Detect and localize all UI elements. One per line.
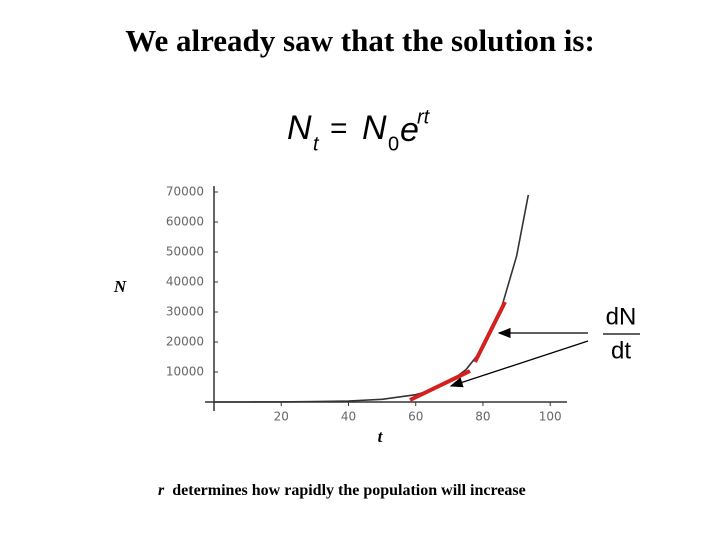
x-axis-label: t xyxy=(378,427,384,446)
eq-rhs: N xyxy=(362,109,387,147)
eq-exponent: rt xyxy=(417,106,431,128)
eq-equals: = xyxy=(330,112,348,145)
y-tick-label: 50000 xyxy=(166,245,204,259)
y-tick-label: 10000 xyxy=(166,365,204,379)
caption-text: determines how rapidly the population wi… xyxy=(172,482,526,499)
y-tick-label: 70000 xyxy=(166,185,204,199)
deriv-numerator: dN xyxy=(606,303,637,330)
growth-curve xyxy=(214,194,530,403)
derivative: dN dt xyxy=(603,303,640,364)
x-tick-label: 100 xyxy=(539,410,562,424)
y-tick-label: 60000 xyxy=(166,215,204,229)
y-tick-label: 20000 xyxy=(166,335,204,349)
x-tick-label: 60 xyxy=(408,410,423,424)
y-tick-label: 30000 xyxy=(166,305,204,319)
caption: r determines how rapidly the population … xyxy=(158,482,526,499)
equation: N t = N 0 e rt xyxy=(287,106,431,155)
x-tick-label: 40 xyxy=(341,410,356,424)
y-tick-label: 40000 xyxy=(166,275,204,289)
plot: 10000 20000 30000 40000 50000 60000 70000 20 40 6… xyxy=(166,185,567,424)
caption-variable: r xyxy=(158,482,165,499)
x-tick-label: 20 xyxy=(274,410,289,424)
title: We already saw that the solution is: xyxy=(125,23,595,58)
eq-base: e xyxy=(400,111,419,149)
tangent-line xyxy=(473,301,507,363)
eq-lhs-sub: t xyxy=(313,133,320,155)
eq-lhs: N xyxy=(287,109,312,147)
x-tick-label: 80 xyxy=(475,410,490,424)
tangent-line xyxy=(409,369,471,402)
y-axis-label: N xyxy=(113,277,127,296)
deriv-denominator: dt xyxy=(611,337,631,364)
eq-rhs-sub: 0 xyxy=(388,133,399,155)
arrow xyxy=(449,340,589,388)
